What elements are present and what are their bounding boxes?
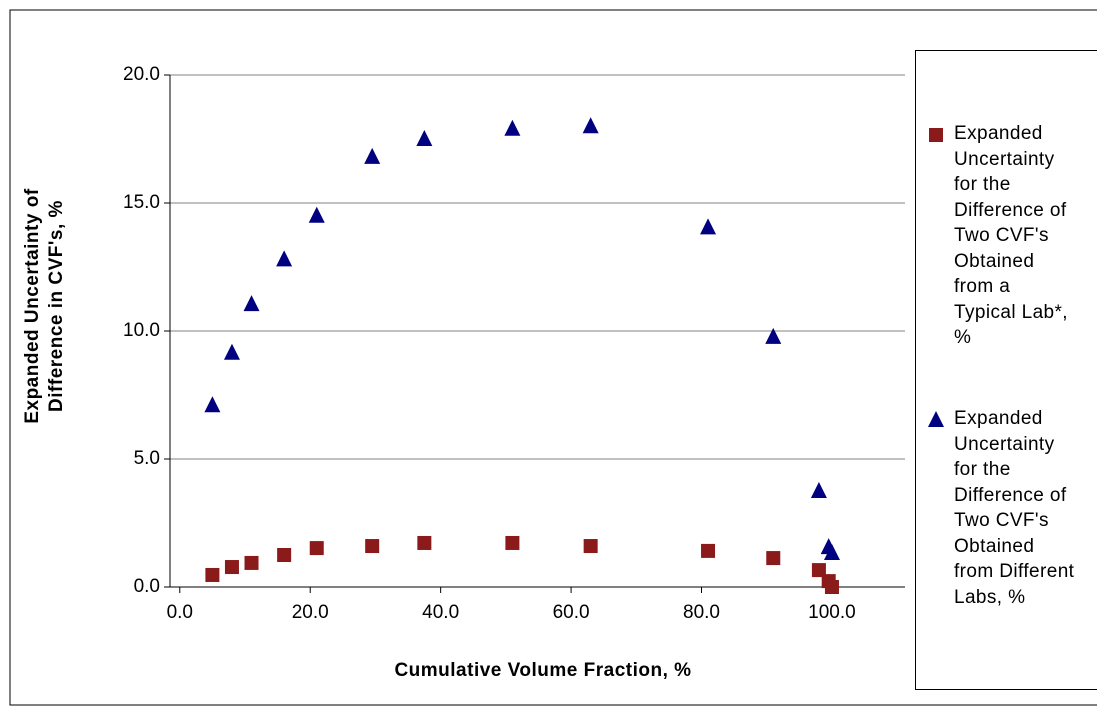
marker: [810, 482, 827, 498]
marker: [701, 543, 716, 558]
marker: [582, 117, 599, 134]
x-axis-title: Cumulative Volume Fraction, %: [394, 660, 691, 681]
x-tick-label: 0.0: [167, 602, 193, 623]
marker: [243, 295, 260, 312]
marker: [205, 567, 220, 582]
marker: [244, 555, 259, 570]
chart-frame: [9, 9, 1097, 706]
marker: [504, 119, 521, 136]
marker: [309, 541, 324, 556]
y-tick-label: 5.0: [134, 448, 160, 469]
legend-marker: [929, 128, 943, 142]
x-tick-label: 60.0: [553, 602, 590, 623]
x-tick-label: 100.0: [808, 602, 856, 623]
x-tick-label: 40.0: [422, 602, 459, 623]
marker: [224, 560, 239, 575]
marker: [811, 563, 826, 578]
legend-label: Expanded Uncertainty for the Difference …: [954, 123, 1068, 348]
marker: [223, 343, 240, 360]
marker: [308, 206, 325, 223]
x-tick-label: 20.0: [292, 602, 329, 623]
marker: [416, 130, 433, 146]
marker: [365, 539, 380, 554]
marker: [700, 218, 717, 235]
y-axis-title: Expanded Uncertainty of Difference in CV…: [22, 188, 67, 424]
y-tick-label: 0.0: [134, 576, 160, 597]
marker: [505, 535, 520, 550]
marker: [823, 543, 840, 560]
y-tick-label: 10.0: [123, 320, 160, 341]
marker: [364, 147, 381, 164]
legend-marker: [928, 411, 944, 427]
legend-label: Expanded Uncertainty for the Difference …: [954, 408, 1075, 608]
y-tick-label: 15.0: [123, 192, 160, 213]
y-tick-label: 20.0: [123, 64, 160, 85]
legend-item: Expanded Uncertainty for the Difference …: [926, 406, 1076, 610]
marker: [766, 551, 781, 566]
legend-marker-box: [928, 411, 944, 427]
legend: Expanded Uncertainty for the Difference …: [915, 50, 1097, 690]
x-tick-label: 80.0: [683, 602, 720, 623]
marker: [824, 580, 839, 594]
marker: [276, 250, 293, 267]
marker: [277, 548, 292, 562]
marker: [417, 535, 432, 550]
marker: [204, 396, 221, 413]
legend-marker-box: [929, 128, 943, 142]
legend-item: Expanded Uncertainty for the Difference …: [926, 121, 1076, 351]
marker: [765, 327, 782, 344]
marker: [583, 539, 598, 554]
